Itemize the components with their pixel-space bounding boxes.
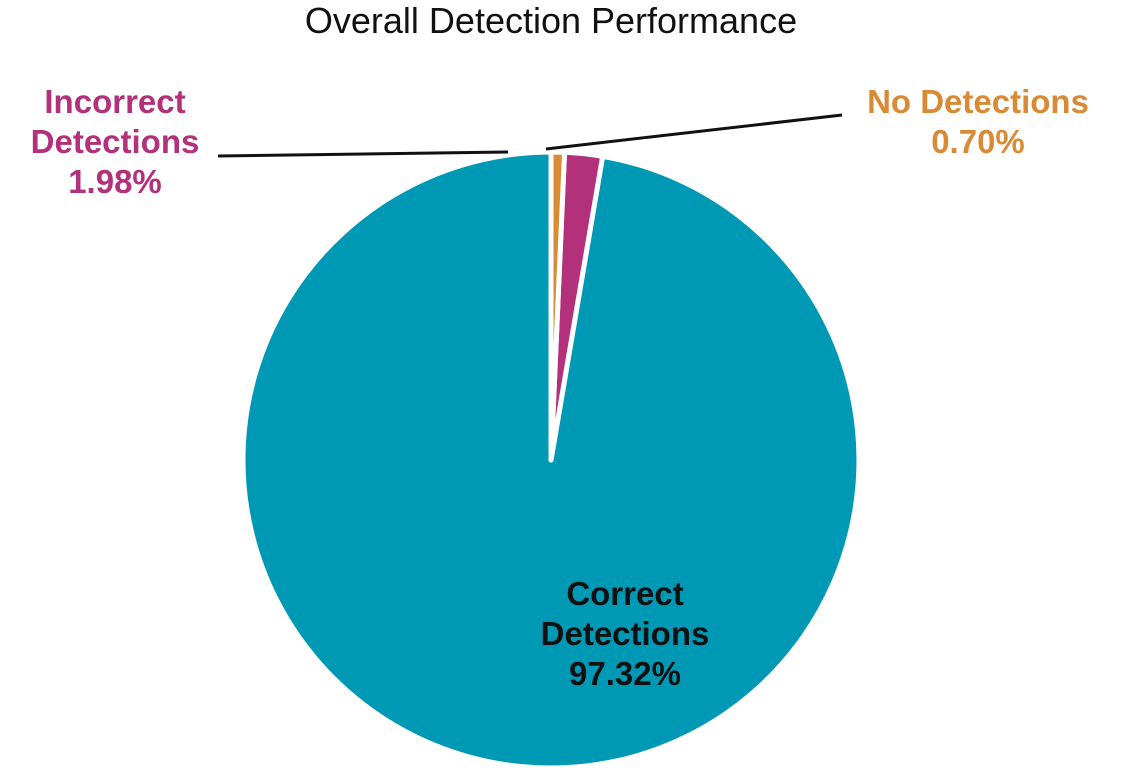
leader-line-incorrect [217,150,509,158]
slice-label-line: No Detections [867,83,1089,120]
slice-label-line: Correct [566,575,683,612]
slice-label-line: 97.32% [569,655,681,692]
chart-title: Overall Detection Performance [305,0,797,41]
slice-label-line: 1.98% [68,163,162,200]
slice-labels: Correct Detections 97.32%Incorrect Detectio… [31,83,1089,692]
slice-label-correct: Correct Detections 97.32% [541,575,710,692]
slice-label-line: Detections [31,123,200,160]
slice-label-line: Detections [541,615,710,652]
leader-line-no-detections [545,113,843,151]
pie-slices [240,149,862,771]
slice-label-incorrect: Incorrect Detections 1.98% [31,83,200,200]
slice-label-line: Incorrect [44,83,185,120]
leader-lines [217,113,843,158]
slice-label-no-detections: No Detections 0.70% [867,83,1089,160]
pie-slice-no-detections [548,149,568,463]
slice-label-line: 0.70% [931,123,1025,160]
